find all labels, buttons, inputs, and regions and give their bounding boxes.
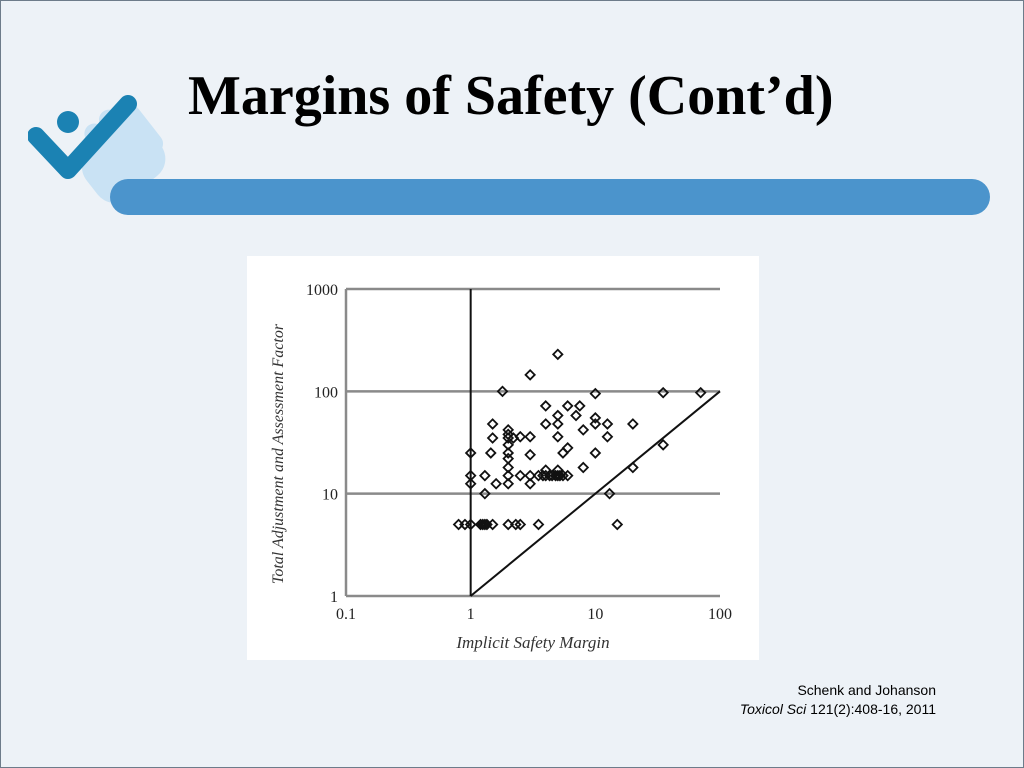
data-point <box>589 387 602 400</box>
data-point <box>603 487 616 500</box>
data-point <box>502 461 515 474</box>
data-point <box>502 428 515 441</box>
data-point <box>524 477 537 490</box>
data-point <box>486 432 499 444</box>
data-point <box>601 430 614 443</box>
data-point <box>570 409 582 422</box>
data-point <box>577 424 590 436</box>
data-point <box>557 447 569 459</box>
data-point <box>551 464 564 476</box>
data-point <box>589 412 602 424</box>
y-tick-label: 100 <box>314 384 338 401</box>
data-point <box>502 469 515 482</box>
chart-panel: 1 10 100 1000 0.1 1 10 100 Implicit Safety Marg… <box>247 256 759 660</box>
data-point <box>464 518 477 531</box>
y-tick-label: 10 <box>322 487 338 504</box>
data-point <box>478 518 491 531</box>
data-point <box>502 518 515 531</box>
x-tick-label: 1 <box>467 606 475 623</box>
citation-reference: 121(2):408-16, 2011 <box>810 701 936 717</box>
data-point <box>551 348 564 361</box>
data-point <box>561 442 574 454</box>
data-point <box>464 447 477 459</box>
data-point <box>551 430 564 443</box>
y-tick-label: 1 <box>330 589 338 606</box>
data-points <box>452 348 707 531</box>
citation: Schenk and Johanson Toxicol Sci 121(2):4… <box>740 681 936 719</box>
data-point <box>532 518 545 531</box>
data-point <box>561 469 574 482</box>
data-point <box>478 469 491 482</box>
chart-grid <box>344 287 720 598</box>
data-point <box>657 438 670 451</box>
data-point <box>539 418 552 430</box>
citation-authors: Schenk and Johanson <box>797 682 936 698</box>
x-tick-label: 10 <box>587 606 603 623</box>
data-point <box>626 418 639 430</box>
data-point <box>589 418 602 430</box>
data-point <box>502 438 515 451</box>
data-point <box>589 447 602 459</box>
data-point <box>539 400 552 412</box>
y-axis-label: Total Adjustment and Assessment Factor <box>270 323 287 584</box>
data-point <box>524 448 537 461</box>
data-point <box>502 447 515 459</box>
data-point <box>524 368 537 381</box>
data-point <box>509 518 522 531</box>
reference-lines <box>469 289 721 597</box>
data-point <box>486 418 499 430</box>
data-point <box>551 409 564 422</box>
hand-checkmark-icon <box>28 95 166 203</box>
data-point <box>502 424 515 436</box>
data-point <box>514 518 527 531</box>
x-tick-label: 0.1 <box>336 606 356 623</box>
data-point <box>496 385 509 398</box>
data-point <box>514 469 527 482</box>
data-point <box>452 518 465 531</box>
citation-reference-line: Toxicol Sci 121(2):408-16, 2011 <box>740 700 936 719</box>
data-point <box>502 477 515 490</box>
slide-title: Margins of Safety (Cont’d) <box>188 65 834 127</box>
data-point <box>476 518 489 531</box>
data-point <box>486 518 499 531</box>
y-tick-label: 1000 <box>306 282 338 299</box>
data-point <box>554 469 566 482</box>
data-point <box>557 469 569 482</box>
x-axis-label: Implicit Safety Margin <box>455 633 609 652</box>
data-point <box>524 469 537 482</box>
data-point <box>573 400 586 412</box>
data-point <box>601 418 614 430</box>
data-point <box>551 418 564 430</box>
data-point <box>694 386 707 399</box>
title-accent-bar <box>110 179 990 215</box>
data-point <box>490 477 502 490</box>
data-point <box>611 518 624 531</box>
citation-journal: Toxicol Sci <box>739 701 807 717</box>
data-point <box>464 469 477 482</box>
data-point <box>626 461 639 474</box>
data-point <box>577 461 590 474</box>
data-point <box>464 477 477 490</box>
data-point <box>657 386 670 399</box>
data-point <box>502 452 515 465</box>
x-tick-label: 100 <box>708 606 732 623</box>
data-point <box>484 447 497 459</box>
data-point <box>561 400 574 412</box>
diagonal-reference-line <box>470 390 721 597</box>
data-point <box>524 430 537 443</box>
data-point <box>478 487 491 500</box>
data-point <box>514 430 527 443</box>
